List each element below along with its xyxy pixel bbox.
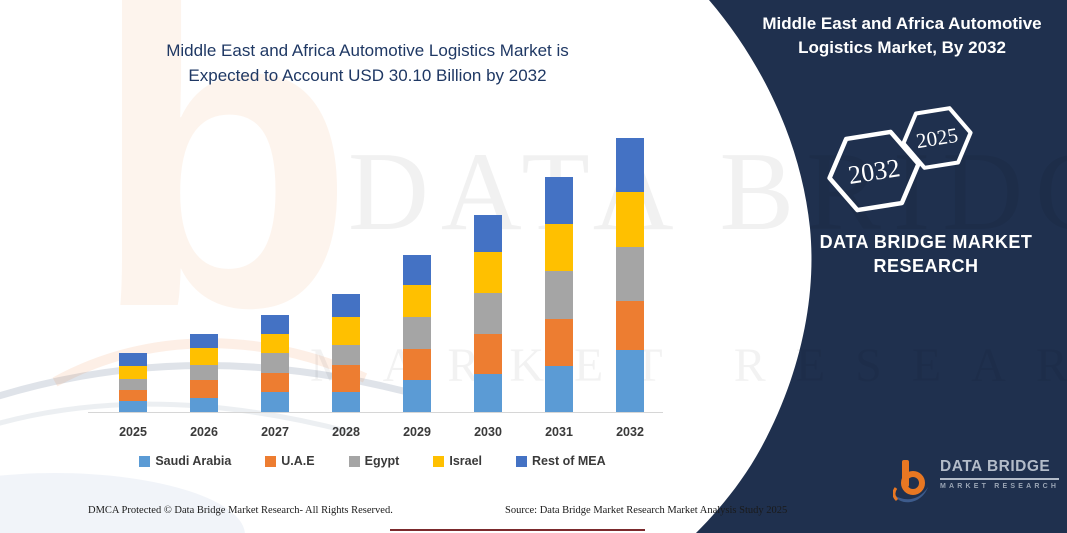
x-axis-label-2031: 2031: [545, 425, 573, 439]
bar-2030: [474, 215, 502, 412]
panel-brand-line1: DATA BRIDGE MARKET: [819, 232, 1033, 252]
legend-swatch-saudi-arabia: [139, 455, 151, 467]
bar-segment-israel: [403, 285, 431, 318]
bar-segment-egypt: [190, 364, 218, 381]
bar-2031: [545, 177, 573, 412]
dbmr-logo-rule: [940, 478, 1060, 480]
legend-label-israel: Israel: [449, 454, 483, 468]
panel-title-line1: Middle East and Africa Automotive: [762, 14, 1042, 33]
legend: Saudi Arabia U.A.E Egypt Israel Rest of MEA: [85, 454, 660, 468]
legend-swatch-rest-of-mea: [516, 455, 528, 467]
bar-segment-egypt: [545, 270, 573, 320]
legend-item-rest-of-mea: Rest of MEA: [516, 454, 606, 468]
legend-label-u-a-e: U.A.E: [281, 454, 315, 468]
legend-item-israel: Israel: [433, 454, 482, 468]
bar-segment-israel: [616, 192, 644, 247]
panel-title: Middle East and Africa Automotive Logist…: [752, 12, 1052, 60]
bar-segment-egypt: [332, 344, 360, 366]
bar-segment-israel: [332, 317, 360, 345]
bar-segment-u-a-e: [403, 348, 431, 380]
bar-segment-u-a-e: [261, 372, 289, 393]
x-axis-label-2028: 2028: [332, 425, 360, 439]
legend-item-u-a-e: U.A.E: [265, 454, 315, 468]
bar-segment-israel: [545, 224, 573, 271]
x-axis-label-2027: 2027: [261, 425, 289, 439]
bar-segment-egypt: [119, 378, 147, 390]
bar-segment-egypt: [261, 353, 289, 373]
bar-segment-u-a-e: [332, 365, 360, 392]
bar-segment-saudi-arabia: [119, 400, 147, 412]
bar-segment-rest-of-mea: [474, 215, 502, 253]
bar-2028: [332, 294, 360, 412]
bar-segment-saudi-arabia: [190, 398, 218, 412]
bar-segment-u-a-e: [474, 333, 502, 374]
dbmr-logo-name: DATA BRIDGE: [940, 458, 1051, 475]
bar-segment-israel: [474, 252, 502, 293]
bar-segment-egypt: [403, 317, 431, 349]
bar-segment-rest-of-mea: [545, 177, 573, 225]
bar-2026: [190, 333, 218, 412]
x-axis-label-2030: 2030: [474, 425, 502, 439]
legend-label-egypt: Egypt: [364, 454, 400, 468]
bar-segment-saudi-arabia: [474, 373, 502, 412]
bottom-accent-line: [390, 529, 645, 531]
bar-segment-u-a-e: [119, 389, 147, 401]
bar-2025: [119, 352, 147, 412]
bar-segment-egypt: [616, 246, 644, 302]
bar-segment-israel: [190, 347, 218, 365]
legend-item-saudi-arabia: Saudi Arabia: [139, 454, 231, 468]
bar-segment-saudi-arabia: [403, 379, 431, 412]
panel-brand-line2: RESEARCH: [873, 256, 979, 276]
bar-segment-israel: [261, 334, 289, 354]
legend-item-egypt: Egypt: [348, 454, 400, 468]
bar-segment-rest-of-mea: [616, 137, 644, 193]
legend-swatch-u-a-e: [265, 455, 277, 467]
bar-segment-u-a-e: [545, 319, 573, 366]
bar-2027: [261, 315, 289, 412]
dbmr-logo-subtitle: MARKET RESEARCH: [940, 483, 1060, 490]
bar-segment-u-a-e: [190, 380, 218, 398]
x-axis-label-2025: 2025: [119, 425, 147, 439]
legend-swatch-egypt: [348, 455, 360, 467]
chart-title: Middle East and Africa Automotive Logist…: [85, 38, 650, 88]
panel-brand-text: DATA BRIDGE MARKET RESEARCH: [790, 230, 1062, 278]
legend-label-saudi-arabia: Saudi Arabia: [155, 454, 232, 468]
bar-2029: [403, 254, 431, 412]
bar-segment-saudi-arabia: [545, 365, 573, 412]
bar-2032: [616, 137, 644, 412]
x-axis-line: [88, 412, 663, 413]
bar-segment-saudi-arabia: [616, 349, 644, 412]
panel-title-line2: Logistics Market, By 2032: [798, 38, 1006, 57]
bar-segment-rest-of-mea: [119, 352, 147, 367]
bar-segment-u-a-e: [616, 301, 644, 350]
bar-segment-saudi-arabia: [261, 392, 289, 412]
dbmr-logo: DATA BRIDGE MARKET RESEARCH: [893, 458, 1060, 506]
dbmr-logo-mark-icon: [893, 460, 928, 503]
x-axis-label-2026: 2026: [190, 425, 218, 439]
dbmr-logo-text: DATA BRIDGE MARKET RESEARCH: [940, 458, 1060, 506]
bar-segment-rest-of-mea: [190, 333, 218, 348]
chart-title-line1: Middle East and Africa Automotive Logist…: [166, 41, 569, 60]
bar-segment-israel: [119, 366, 147, 379]
x-axis-label-2029: 2029: [403, 425, 431, 439]
x-axis-label-2032: 2032: [616, 425, 644, 439]
legend-label-rest-of-mea: Rest of MEA: [532, 454, 606, 468]
bar-segment-rest-of-mea: [261, 315, 289, 335]
dmca-notice: DMCA Protected © Data Bridge Market Rese…: [88, 505, 393, 516]
bar-segment-rest-of-mea: [403, 254, 431, 286]
legend-swatch-israel: [433, 455, 445, 467]
bar-segment-rest-of-mea: [332, 294, 360, 318]
bar-segment-saudi-arabia: [332, 392, 360, 412]
chart-title-line2: Expected to Account USD 30.10 Billion by…: [188, 66, 547, 85]
source-notice: Source: Data Bridge Market Research Mark…: [505, 505, 788, 516]
bar-segment-egypt: [474, 292, 502, 334]
